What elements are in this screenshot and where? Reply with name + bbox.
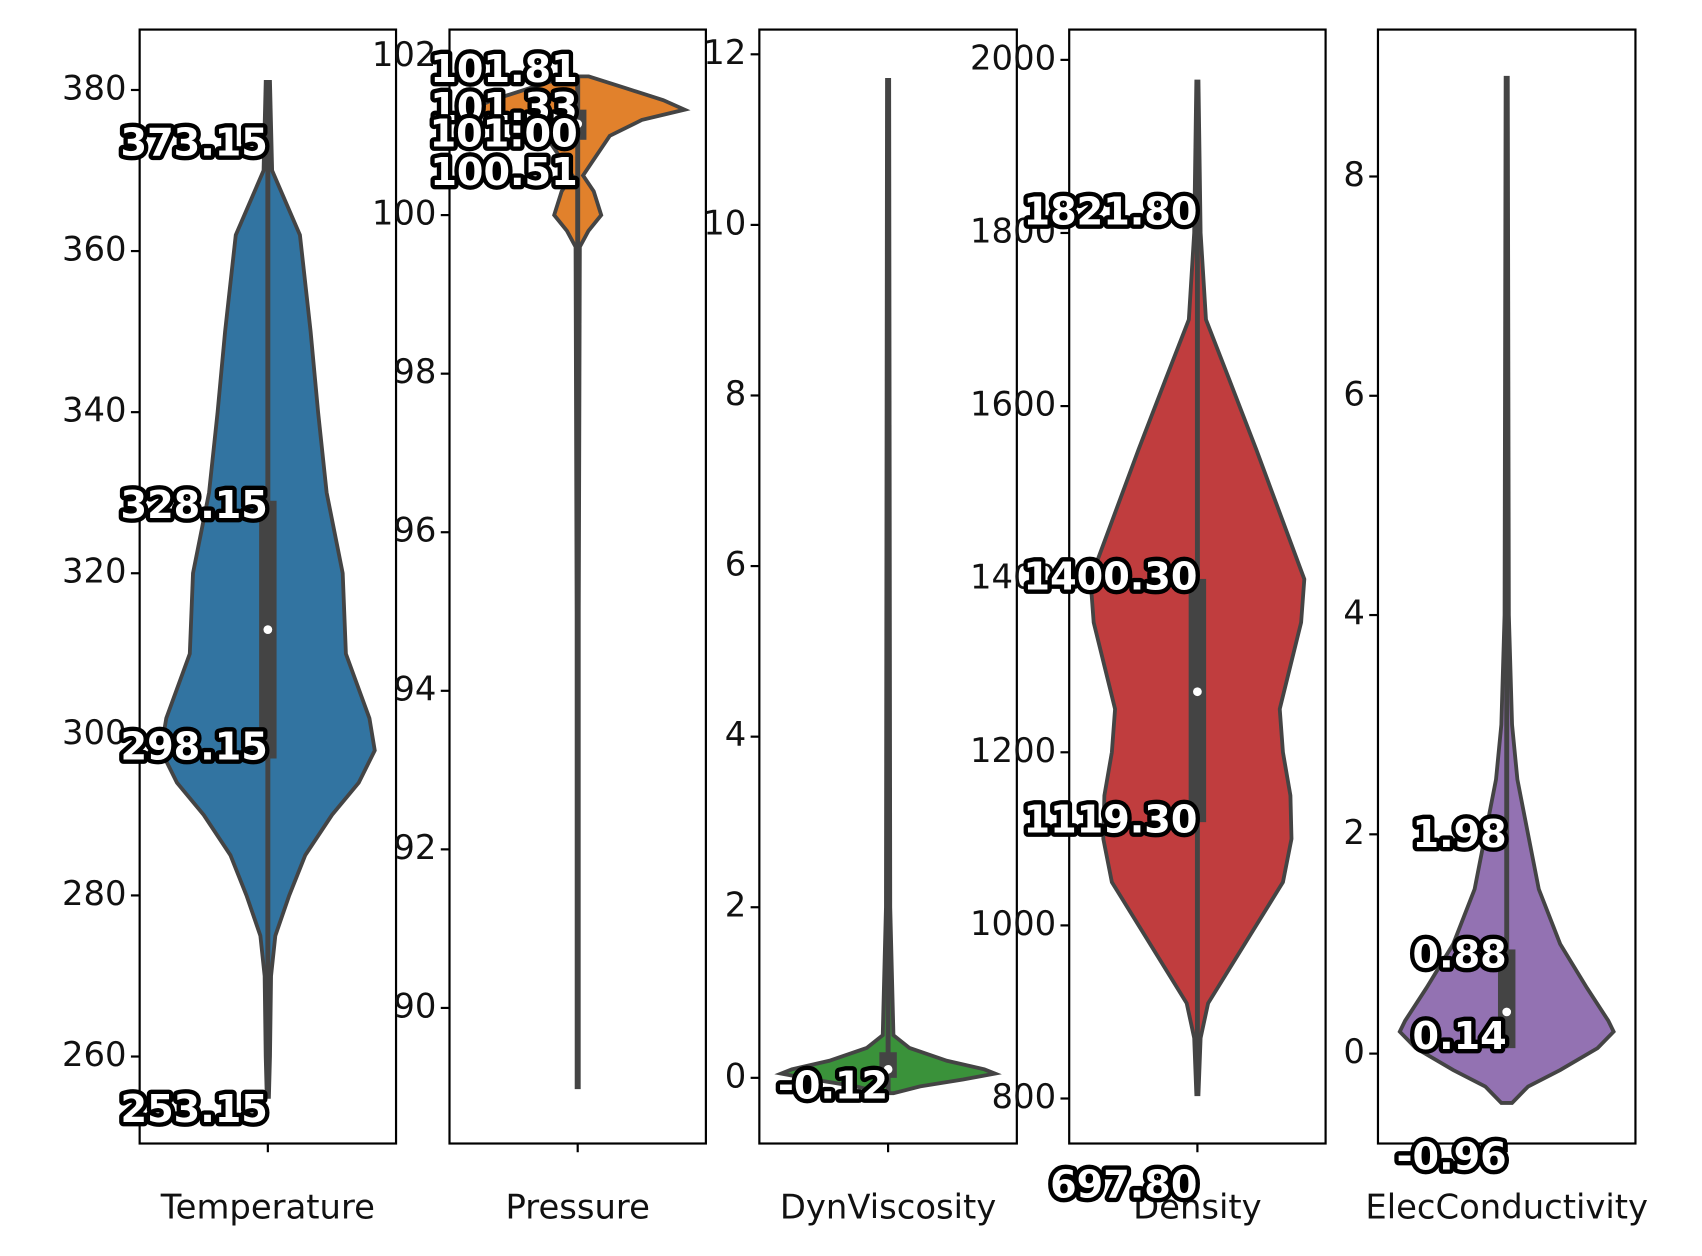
y-tick-label: 90	[393, 986, 436, 1025]
y-tick-label: 102	[372, 35, 437, 74]
value-label: 697.80	[1050, 1163, 1197, 1207]
y-tick-label: 340	[62, 391, 127, 430]
value-label: 0.88	[1413, 934, 1507, 978]
value-label: 1.98	[1413, 813, 1507, 857]
value-label: 0.14	[1413, 1015, 1507, 1059]
box	[1188, 578, 1207, 823]
y-tick-label: 4	[1343, 594, 1365, 633]
value-label: -0.96	[1397, 1135, 1507, 1179]
value-label: 101.33	[430, 86, 577, 130]
y-tick-label: 6	[1343, 374, 1365, 413]
median	[1193, 687, 1202, 697]
plot-area	[464, 74, 691, 1090]
y-tick-label: 1400	[970, 558, 1056, 597]
y-tick-label: 320	[62, 552, 127, 591]
y-tick-label: 0	[1343, 1032, 1365, 1071]
y-tick-label: 4	[725, 715, 747, 754]
plot-area	[1397, 75, 1616, 1105]
y-tick-label: 1200	[970, 731, 1056, 770]
y-tick-label: 800	[992, 1077, 1057, 1116]
y-tick-label: 1000	[970, 904, 1056, 943]
x-tick-label: Pressure	[506, 1187, 650, 1226]
median	[883, 1064, 893, 1074]
value-label: 101:00	[430, 112, 578, 156]
value-label: 1119.30	[1024, 799, 1198, 843]
y-tick-label: 12	[703, 33, 746, 72]
value-label: -0.12	[778, 1065, 888, 1109]
y-tick-label: 8	[725, 374, 747, 413]
y-tick-label: 380	[62, 68, 127, 107]
y-tick-label: 360	[62, 230, 127, 269]
y-tick-label: 10	[703, 203, 746, 242]
y-tick-label: 2	[725, 886, 747, 925]
y-tick-label: 260	[62, 1035, 127, 1074]
median	[573, 119, 583, 129]
y-tick-label: 2	[1343, 813, 1365, 852]
y-tick-label: 92	[393, 828, 436, 867]
box	[1497, 949, 1516, 1049]
median	[263, 625, 273, 634]
value-label: 100.51	[430, 151, 577, 195]
value-label: 1400.30	[1024, 555, 1198, 599]
plot-area	[774, 77, 1002, 1096]
plot-area	[1088, 79, 1307, 1097]
value-label: 1821.80	[1024, 191, 1198, 235]
value-label: 101.81	[430, 48, 577, 92]
y-tick-label: 300	[62, 713, 127, 752]
y-tick-label: 8	[1343, 155, 1365, 194]
y-tick-label: 94	[393, 669, 436, 708]
y-tick-label: 0	[725, 1056, 747, 1095]
y-tick-label: 2000	[970, 38, 1056, 77]
y-tick-label: 96	[393, 511, 436, 550]
value-label: 328.15	[121, 484, 268, 528]
y-tick-label: 1800	[970, 211, 1056, 250]
y-tick-label: 1600	[970, 385, 1056, 424]
x-tick-label: ElecConductivity	[1365, 1187, 1648, 1226]
median	[1502, 1007, 1512, 1017]
y-tick-label: 98	[393, 352, 436, 391]
x-tick-label: Temperature	[160, 1187, 375, 1226]
y-tick-label: 6	[725, 545, 747, 584]
y-tick-label: 100	[372, 194, 437, 233]
x-tick-label: DynViscosity	[780, 1187, 996, 1226]
value-label: 373.15	[121, 122, 268, 166]
plot-area	[158, 80, 377, 1099]
y-tick-label: 280	[62, 874, 127, 913]
value-label: 253.15	[121, 1088, 268, 1132]
x-tick-label: Density	[1133, 1187, 1262, 1226]
value-label: 298.15	[121, 726, 268, 770]
